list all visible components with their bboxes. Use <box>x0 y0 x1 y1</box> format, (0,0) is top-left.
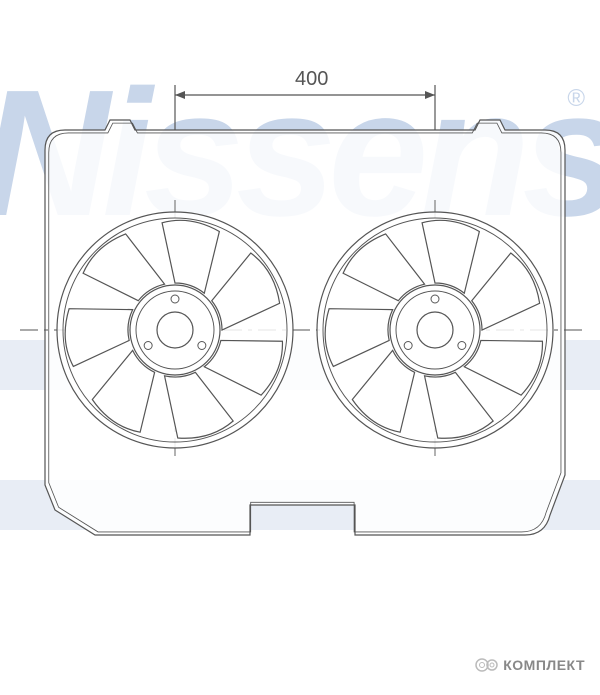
dimension-label: 400 <box>295 68 328 91</box>
company-name: КОМПЛЕКТ <box>503 657 585 673</box>
fan-assembly-diagram <box>0 0 600 695</box>
company-logo: КОМПЛЕКТ <box>475 655 585 675</box>
gear-icon <box>475 655 499 675</box>
